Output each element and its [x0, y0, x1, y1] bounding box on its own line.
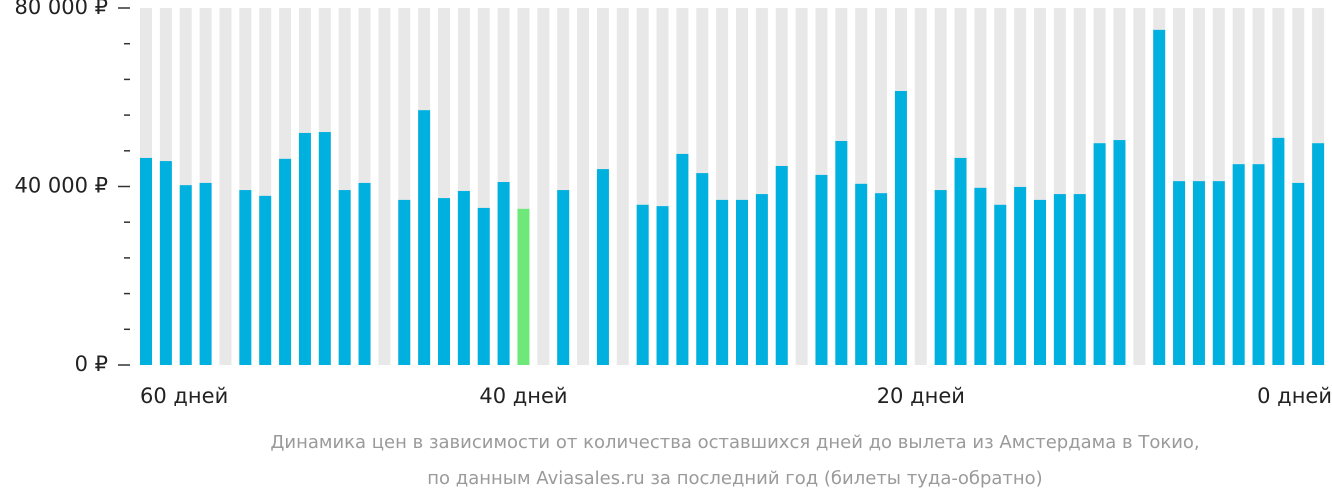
bar [477, 207, 490, 365]
bar [338, 190, 351, 365]
bar [1292, 182, 1305, 365]
bar [1034, 199, 1046, 365]
bar [676, 153, 689, 365]
bar [1014, 186, 1027, 365]
y-tick-label: 80 000 ₽ [14, 0, 108, 19]
bar [438, 198, 450, 365]
bar [1113, 140, 1126, 365]
bar [954, 157, 967, 365]
y-tick-label: 40 000 ₽ [14, 174, 108, 198]
caption-line: по данным Aviasales.ru за последний год … [427, 468, 1042, 489]
column-bg [1014, 8, 1027, 365]
bar [755, 194, 768, 365]
x-tick-label: 20 дней [877, 384, 965, 408]
bar [358, 182, 371, 365]
bar [1153, 29, 1166, 366]
bar [716, 199, 729, 365]
bar [855, 183, 868, 365]
x-tick-label: 60 дней [140, 384, 228, 408]
bar [159, 161, 172, 365]
bar [398, 199, 411, 365]
bar [1173, 181, 1186, 365]
bar [1252, 164, 1265, 365]
bar [279, 158, 292, 365]
bar [199, 182, 212, 365]
bar [1312, 143, 1325, 365]
column-bg [616, 8, 629, 365]
bar [1192, 181, 1205, 365]
column-bg [1133, 8, 1146, 365]
bar [497, 182, 510, 365]
bar [298, 132, 311, 365]
column-bg [537, 8, 550, 365]
bar [875, 193, 888, 365]
bar [239, 190, 252, 365]
column-bg [795, 8, 808, 365]
caption-line: Динамика цен в зависимости от количества… [270, 432, 1199, 453]
column-bg [378, 8, 391, 365]
bar [179, 185, 192, 365]
bar [815, 174, 828, 365]
bar [835, 140, 848, 365]
bar [517, 208, 530, 365]
bar [656, 206, 669, 365]
y-tick-label: 0 ₽ [75, 352, 108, 376]
bar [1272, 137, 1285, 365]
bar [457, 190, 470, 365]
bar [1073, 194, 1086, 365]
bar [596, 169, 609, 365]
bar [318, 132, 331, 365]
bar [1232, 164, 1245, 365]
column-bg [914, 8, 927, 365]
x-tick-label: 40 дней [479, 384, 567, 408]
bar [259, 195, 272, 365]
bar [934, 190, 947, 365]
column-bg [219, 8, 232, 365]
bar [636, 204, 649, 365]
bar [1053, 194, 1066, 365]
bar [1212, 181, 1225, 365]
bar [736, 199, 748, 365]
bar [418, 110, 431, 365]
x-tick-label: 0 дней [1257, 384, 1332, 408]
bar [894, 91, 907, 365]
column-bg [577, 8, 590, 365]
bar [140, 157, 152, 365]
bar [696, 173, 709, 365]
bar [974, 187, 987, 365]
bar [994, 204, 1007, 365]
bar [557, 190, 570, 365]
bar [775, 165, 788, 365]
bar [1093, 143, 1106, 365]
